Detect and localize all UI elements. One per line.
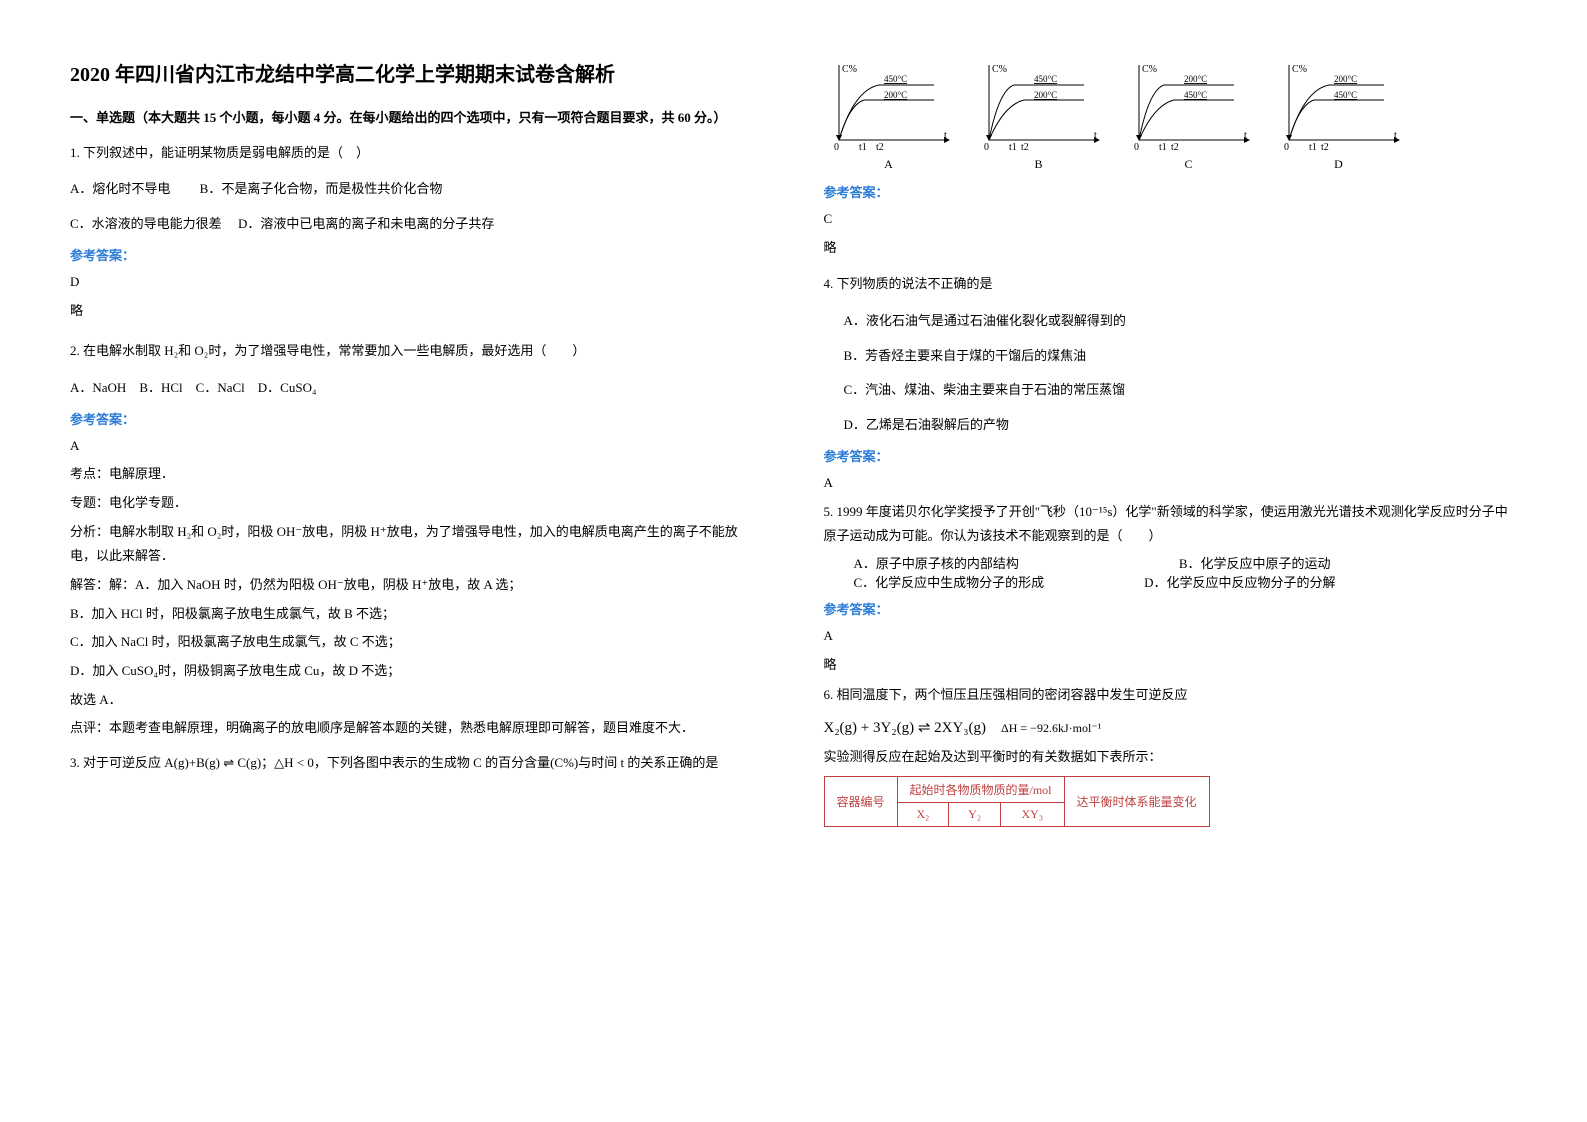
q4-optC: C．汽油、煤油、柴油主要来自于石油的常压蒸馏 [844, 378, 1518, 403]
th-xy3: XY₃ [1000, 802, 1064, 826]
chart-a-label: A [884, 157, 893, 172]
svg-text:200°C: 200°C [1034, 90, 1057, 100]
chart-b-label: B [1034, 157, 1042, 172]
q5-optC: C．化学反应中生成物分子的形成 [854, 572, 1045, 591]
q6-stem: 6. 相同温度下，两个恒压且压强相同的密闭容器中发生可逆反应 [824, 683, 1518, 708]
q5-brief: 略 [824, 653, 1518, 678]
q6-formula: X₂(g) + 3Y₂(g) ⇌ 2XY₃(g) ΔH = −92.6kJ·mo… [824, 716, 1518, 737]
q4-optA: A．液化石油气是通过石油催化裂化或裂解得到的 [844, 309, 1518, 334]
q2-answer-label: 参考答案： [70, 409, 764, 428]
q5-answer-label: 参考答案： [824, 599, 1518, 618]
q2-l1: 考点：电解原理． [70, 462, 764, 487]
q1-brief: 略 [70, 299, 764, 324]
q2-l5: B．加入 HCl 时，阳极氯离子放电生成氯气，故 B 不选； [70, 602, 764, 627]
q2-l3: 分析：电解水制取 H₂和 O₂时，阳极 OH⁻放电，阴极 H⁺放电，为了增强导电… [70, 520, 764, 569]
q2-stem: 2. 在电解水制取 H₂和 O₂时，为了增强导电性，常常要加入一些电解质，最好选… [70, 339, 764, 364]
svg-text:t: t [1394, 130, 1397, 141]
svg-text:200°C: 200°C [884, 90, 907, 100]
svg-text:t1: t1 [1309, 142, 1317, 153]
chart-b-svg: 450°C 200°C C% t 0 t1 t2 [974, 60, 1104, 155]
chart-c-label: C [1184, 157, 1192, 172]
q1-answer-label: 参考答案： [70, 245, 764, 264]
q1-answer: D [70, 270, 764, 295]
q2-opts: A．NaOH B．HCl C．NaCl D．CuSO₄ [70, 376, 764, 401]
q2-answer: A [70, 434, 764, 459]
q3-stem: 3. 对于可逆反应 A(g)+B(g) ⇌ C(g)；△H < 0，下列各图中表… [70, 751, 764, 776]
q3-answer-label: 参考答案： [824, 182, 1518, 201]
q4-optD: D．乙烯是石油裂解后的产物 [844, 413, 1518, 438]
chart-d-svg: 200°C 450°C C% t 0 t1 t2 [1274, 60, 1404, 155]
q1-optB: B．不是离子化合物，而是极性共价化合物 [200, 181, 443, 196]
q5-stem: 5. 1999 年度诺贝尔化学奖授予了开创"飞秒（10⁻¹⁵s）化学"新领域的科… [824, 500, 1518, 549]
svg-text:C%: C% [992, 64, 1007, 75]
q1-stem: 1. 下列叙述中，能证明某物质是弱电解质的是（ ） [70, 141, 764, 166]
svg-text:450°C: 450°C [884, 74, 907, 84]
q3-charts: 450°C 200°C C% t 0 t1 t2 A 450°C 200°C C… [824, 60, 1518, 172]
q4-answer: A [824, 471, 1518, 496]
chart-a-svg: 450°C 200°C C% t 0 t1 t2 [824, 60, 954, 155]
q6-line2: 实验测得反应在起始及达到平衡时的有关数据如下表所示： [824, 745, 1518, 770]
chart-b: 450°C 200°C C% t 0 t1 t2 B [974, 60, 1104, 172]
svg-text:t2: t2 [1171, 142, 1179, 153]
svg-text:0: 0 [834, 142, 839, 153]
svg-text:C%: C% [842, 64, 857, 75]
th-y2: Y₂ [949, 802, 1001, 826]
q1-opt-cd: C．水溶液的导电能力很差 D．溶液中已电离的离子和未电离的分子共存 [70, 212, 764, 237]
q2-l4: 解答：解：A．加入 NaOH 时，仍然为阳极 OH⁻放电，阴极 H⁺放电，故 A… [70, 573, 764, 598]
svg-text:t: t [944, 130, 947, 141]
q4-optB: B．芳香烃主要来自于煤的干馏后的煤焦油 [844, 344, 1518, 369]
q4-answer-label: 参考答案： [824, 446, 1518, 465]
section-heading: 一、单选题（本大题共 15 个小题，每小题 4 分。在每小题给出的四个选项中，只… [70, 108, 764, 129]
th-energy: 达平衡时体系能量变化 [1064, 776, 1209, 826]
q5-optA: A．原子中原子核的内部结构 [854, 553, 1019, 572]
svg-text:450°C: 450°C [1184, 90, 1207, 100]
q1-optA: A．熔化时不导电 [70, 181, 170, 196]
q5-answer: A [824, 624, 1518, 649]
page-title: 2020 年四川省内江市龙结中学高二化学上学期期末试卷含解析 [70, 60, 764, 90]
svg-text:C%: C% [1292, 64, 1307, 75]
th-start: 起始时各物质物质的量/mol [897, 776, 1064, 802]
chart-d-label: D [1334, 157, 1343, 172]
q2-l8: 故选 A． [70, 688, 764, 713]
q1-optD: D．溶液中已电离的离子和未电离的分子共存 [238, 216, 494, 231]
q2-l7: D．加入 CuSO₄时，阴极铜离子放电生成 Cu，故 D 不选； [70, 659, 764, 684]
svg-text:t1: t1 [1159, 142, 1167, 153]
q3-brief: 略 [824, 236, 1518, 261]
chart-d: 200°C 450°C C% t 0 t1 t2 D [1274, 60, 1404, 172]
q5-optB: B．化学反应中原子的运动 [1179, 553, 1331, 572]
q2-l2: 专题：电化学专题． [70, 491, 764, 516]
svg-text:t1: t1 [1009, 142, 1017, 153]
q3-answer: C [824, 207, 1518, 232]
svg-text:t2: t2 [876, 142, 884, 153]
svg-text:t1: t1 [859, 142, 867, 153]
svg-text:0: 0 [1284, 142, 1289, 153]
th-container: 容器编号 [824, 776, 897, 826]
q4-stem: 4. 下列物质的说法不正确的是 [824, 272, 1518, 297]
table-row: 容器编号 起始时各物质物质的量/mol 达平衡时体系能量变化 [824, 776, 1209, 802]
svg-text:0: 0 [984, 142, 989, 153]
svg-text:450°C: 450°C [1034, 74, 1057, 84]
svg-text:t: t [1244, 130, 1247, 141]
svg-text:450°C: 450°C [1334, 90, 1357, 100]
chart-c: 200°C 450°C C% t 0 t1 t2 C [1124, 60, 1254, 172]
chart-c-svg: 200°C 450°C C% t 0 t1 t2 [1124, 60, 1254, 155]
svg-text:0: 0 [1134, 142, 1139, 153]
svg-text:t2: t2 [1021, 142, 1029, 153]
q1-optC: C．水溶液的导电能力很差 [70, 216, 222, 231]
chart-a: 450°C 200°C C% t 0 t1 t2 A [824, 60, 954, 172]
q2-l9: 点评：本题考查电解原理，明确离子的放电顺序是解答本题的关键，熟悉电解原理即可解答… [70, 716, 764, 741]
svg-text:t2: t2 [1321, 142, 1329, 153]
q2-l6: C．加入 NaCl 时，阳极氯离子放电生成氯气，故 C 不选； [70, 630, 764, 655]
svg-text:200°C: 200°C [1184, 74, 1207, 84]
svg-text:200°C: 200°C [1334, 74, 1357, 84]
svg-text:C%: C% [1142, 64, 1157, 75]
q6-table: 容器编号 起始时各物质物质的量/mol 达平衡时体系能量变化 X₂ Y₂ XY₃ [824, 776, 1210, 827]
q5-optD: D．化学反应中反应物分子的分解 [1144, 572, 1335, 591]
svg-text:t: t [1094, 130, 1097, 141]
q1-opt-ab: A．熔化时不导电 B．不是离子化合物，而是极性共价化合物 [70, 177, 764, 202]
th-x2: X₂ [897, 802, 949, 826]
